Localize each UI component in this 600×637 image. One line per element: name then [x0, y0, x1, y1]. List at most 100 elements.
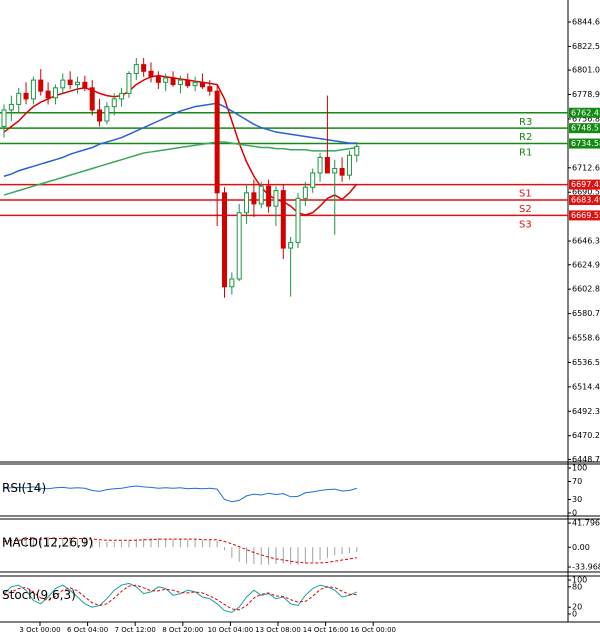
- y-tick-label: 6558.60: [572, 334, 600, 343]
- y-tick-label: 6470.20: [572, 431, 600, 440]
- indicator-line: [3, 584, 357, 611]
- indicator-title: Stoch(9,6,3): [2, 588, 76, 602]
- level-box: [569, 210, 600, 221]
- candle-body: [141, 64, 147, 72]
- y-tick-label: 6844.60: [572, 17, 600, 26]
- candle-body: [332, 168, 338, 174]
- y-tick-label: 30: [572, 495, 582, 504]
- y-tick-label: 70: [572, 477, 582, 486]
- candle-body: [222, 192, 227, 288]
- y-tick-label: 6580.70: [572, 309, 600, 318]
- candle-body: [170, 77, 176, 86]
- y-tick-label: 100: [572, 576, 587, 585]
- level-label: S1: [519, 189, 532, 200]
- candle-body: [258, 185, 264, 205]
- y-tick-label: 6624.90: [572, 260, 600, 269]
- indicator-line: [3, 582, 358, 613]
- level-box: [569, 123, 600, 134]
- candle-body: [288, 242, 294, 249]
- candle-body: [302, 186, 308, 199]
- level-box: [569, 195, 600, 206]
- y-tick-label: 6801.05: [572, 66, 600, 75]
- candle-body: [45, 90, 51, 99]
- x-tick-label: 6 Oct 04:00: [67, 626, 108, 634]
- moving-average: [3, 141, 357, 196]
- moving-average: [3, 102, 357, 177]
- level-label: S3: [519, 219, 532, 230]
- candle-body: [67, 79, 73, 86]
- candle-body: [207, 86, 213, 92]
- candle-body: [214, 90, 220, 194]
- y-tick-label: 80: [572, 582, 582, 591]
- candle-body: [251, 192, 257, 205]
- candle-body: [273, 190, 279, 207]
- y-tick-label: 6756.85: [572, 114, 600, 123]
- candle-body: [38, 79, 44, 92]
- x-tick-label: 3 Oct 00:00: [19, 626, 60, 634]
- level-box: [569, 179, 600, 190]
- y-tick-label: 6712.65: [572, 163, 600, 172]
- y-tick-label: 41.796: [572, 519, 600, 528]
- level-value: 6748.51: [571, 124, 600, 133]
- level-box: [569, 107, 600, 118]
- candle-body: [229, 278, 235, 288]
- candle-body: [192, 81, 198, 87]
- candle-body: [111, 98, 117, 108]
- level-label: R3: [519, 117, 532, 128]
- level-label: R2: [519, 132, 532, 143]
- candle-body: [177, 79, 183, 86]
- level-label: S2: [519, 204, 532, 215]
- candle-body: [60, 79, 66, 89]
- candle-body: [324, 156, 330, 174]
- indicator-title: MACD(12,26,9): [2, 535, 93, 549]
- y-tick-label: 0: [572, 610, 577, 619]
- candle-body: [148, 70, 154, 78]
- candle-body: [244, 192, 250, 214]
- candle-body: [339, 168, 345, 176]
- y-tick-label: 20: [572, 603, 582, 612]
- x-tick-label: 7 Oct 12:00: [115, 626, 156, 634]
- level-value: 6697.42: [571, 180, 600, 189]
- y-tick-label: 0.00: [572, 543, 590, 552]
- indicator-line: [3, 485, 357, 503]
- signal-line: [3, 538, 357, 564]
- candle-body: [89, 87, 95, 111]
- x-tick-label: 13 Oct 08:00: [255, 626, 301, 634]
- candle-body: [75, 81, 80, 86]
- candle-body: [295, 197, 301, 244]
- candle-body: [82, 81, 88, 89]
- candle-body: [199, 81, 205, 88]
- level-value: 6762.45: [571, 108, 600, 117]
- candle-body: [30, 79, 36, 100]
- level-value: 6669.55: [571, 211, 600, 220]
- candle-body: [8, 103, 14, 111]
- y-tick-label: 6646.35: [572, 237, 600, 246]
- x-tick-label: 14 Oct 16:00: [303, 626, 349, 634]
- candle-body: [16, 92, 22, 105]
- candle-body: [126, 72, 132, 94]
- candle-body: [104, 106, 110, 122]
- candle-body: [133, 64, 139, 74]
- y-tick-label: 6690.55: [572, 188, 600, 197]
- y-tick-label: 6514.40: [572, 382, 600, 391]
- y-tick-label: 100: [572, 464, 587, 473]
- level-value: 6683.49: [571, 196, 600, 205]
- candle-body: [185, 79, 191, 87]
- y-tick-label: 6822.50: [572, 42, 600, 51]
- candle-body: [280, 190, 286, 249]
- y-tick-label: 6492.30: [572, 407, 600, 416]
- x-tick-label: 8 Oct 20:00: [162, 626, 203, 634]
- y-tick-label: 6602.80: [572, 285, 600, 294]
- candle-body: [163, 77, 169, 83]
- candle-body: [1, 109, 7, 128]
- y-tick-label: 6448.75: [572, 455, 600, 464]
- x-tick-label: 10 Oct 04:00: [208, 626, 254, 634]
- indicator-title: RSI(14): [2, 481, 46, 495]
- x-tick-label: 16 Oct 00:00: [350, 626, 396, 634]
- candle-body: [317, 156, 323, 174]
- level-label: R1: [519, 148, 532, 159]
- y-tick-label: 6778.95: [572, 90, 600, 99]
- candle-body: [236, 212, 242, 280]
- candle-body: [155, 76, 161, 83]
